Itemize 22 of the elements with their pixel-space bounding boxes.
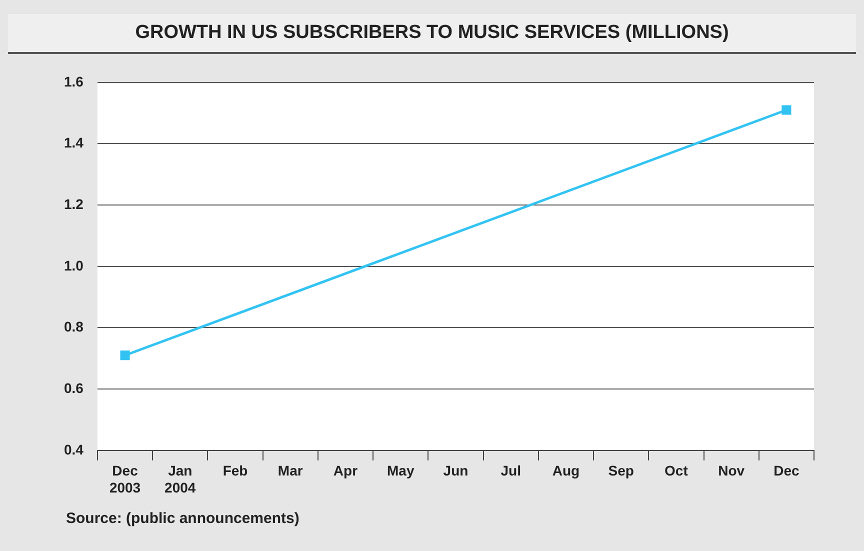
x-tick-label: Dec 2003	[109, 462, 141, 496]
chart-title: GROWTH IN US SUBSCRIBERS TO MUSIC SERVICES (MILLIONS)	[8, 14, 856, 54]
x-tick-label: Apr	[333, 462, 358, 479]
x-tick-label: Aug	[552, 462, 580, 479]
y-tick-label: 0.8	[64, 318, 84, 335]
y-tick-label: 1.2	[64, 196, 84, 212]
y-tick-label: 0.6	[64, 380, 84, 396]
x-tick-label: Sep	[608, 462, 634, 479]
x-tick-label: Jun	[443, 462, 468, 479]
x-tick-label: May	[386, 462, 414, 479]
x-tick-label: Mar	[278, 462, 304, 479]
y-tick-label: 0.4	[64, 441, 84, 458]
y-tick-label: 1.4	[64, 134, 84, 151]
y-tick-label: 1.0	[64, 257, 84, 274]
x-tick-label: Nov	[718, 462, 745, 479]
x-tick-label: Jan 2004	[164, 462, 196, 496]
x-tick-label: Feb	[222, 462, 248, 479]
x-tick-label: Oct	[664, 462, 688, 479]
source-note: Source: (public announcements)	[66, 510, 300, 527]
x-tick-label: Jul	[500, 462, 521, 479]
x-tick-label: Dec	[774, 462, 800, 479]
y-tick-label: 1.6	[64, 73, 84, 90]
